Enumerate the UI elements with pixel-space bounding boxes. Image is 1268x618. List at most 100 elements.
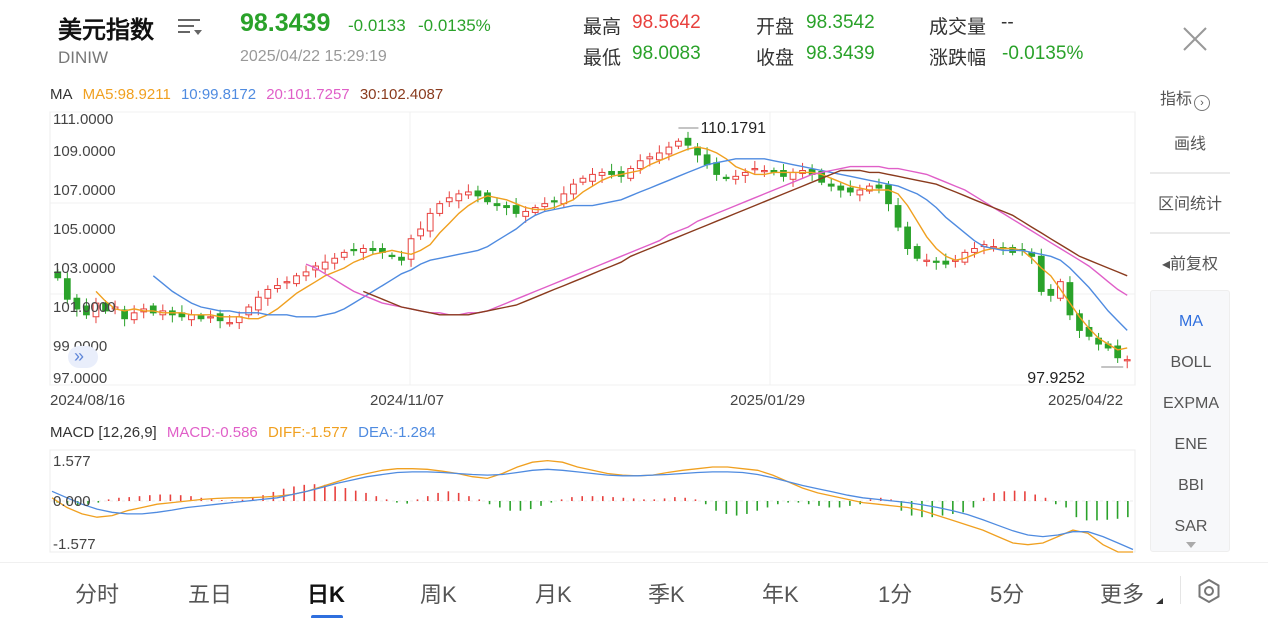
candle-body <box>197 315 205 320</box>
candle-body <box>445 197 453 203</box>
expand-handle-icon: » <box>74 346 84 366</box>
close-icon[interactable] <box>1180 24 1210 54</box>
interval-stats-button[interactable]: 区间统计 <box>1157 196 1222 213</box>
candle-body <box>465 191 472 196</box>
candle-body <box>636 160 644 170</box>
macd-y-tick: -1.577 <box>53 536 96 553</box>
close-value: 98.3439 <box>806 43 875 64</box>
x-tick-label: 2025/04/22 <box>1048 392 1123 409</box>
tab-weekly-k[interactable]: 周K <box>420 582 457 607</box>
candle-body <box>837 185 845 191</box>
candle-body <box>875 184 883 189</box>
indicator-expma[interactable]: EXPMA <box>1162 395 1219 412</box>
macd-y-tick: 0.000 <box>53 493 91 510</box>
candle-body <box>264 288 272 299</box>
side-divider <box>1150 172 1230 174</box>
macd-params: MACD [12,26,9] <box>50 424 157 441</box>
candle-body <box>971 248 978 253</box>
x-tick-label: 2024/11/07 <box>370 392 444 409</box>
settings-gear-icon[interactable] <box>1196 578 1222 604</box>
candle-body <box>436 203 444 214</box>
tab-1min[interactable]: 1分 <box>878 582 913 607</box>
forward-adjust-button[interactable]: ◂前复权 <box>1161 256 1219 273</box>
x-tick-label: 2025/01/29 <box>730 392 805 409</box>
y-tick-label: 103.0000 <box>53 260 116 277</box>
ma30-value: 30:102.4087 <box>359 86 444 103</box>
quote-header: 美元指数 DINIW 98.3439 -0.0133 -0.0135% 2025… <box>0 0 1268 76</box>
indicator-ma[interactable]: MA <box>1179 313 1203 330</box>
candle-body <box>789 171 797 180</box>
indicator-panel: MA BOLL EXPMA ENE BBI SAR <box>1150 290 1230 552</box>
high-value: 98.5642 <box>632 12 701 33</box>
tab-more[interactable]: 更多 <box>1100 582 1145 607</box>
candle-body <box>703 154 711 166</box>
candle-body <box>359 248 367 253</box>
candle-body <box>1076 313 1083 331</box>
close-label: 收盘 <box>756 48 795 69</box>
scroll-down-icon[interactable] <box>1185 541 1197 549</box>
candle-body <box>1066 282 1074 316</box>
macd-legend: MACD [12,26,9] MACD:-0.586 DIFF:-1.577 D… <box>50 424 442 441</box>
candle-body <box>293 275 300 285</box>
last-price: 98.3439 <box>240 9 331 37</box>
candle-body <box>388 254 396 258</box>
volume-label: 成交量 <box>929 17 987 38</box>
candle-body <box>474 190 482 197</box>
candle-body <box>493 203 501 207</box>
candle-body <box>846 187 854 193</box>
candle-body <box>92 302 100 318</box>
diff-value: DIFF:-1.577 <box>267 424 348 441</box>
indicator-bbi[interactable]: BBI <box>1178 477 1204 494</box>
tab-intraday[interactable]: 分时 <box>75 582 120 607</box>
candle-body <box>1037 255 1045 292</box>
candle-body <box>54 271 62 279</box>
tab-yearly-k[interactable]: 年K <box>762 582 799 607</box>
range-label: 涨跌幅 <box>929 48 987 69</box>
tab-five-day[interactable]: 五日 <box>188 582 233 607</box>
x-tick-label: 2024/08/16 <box>50 392 125 409</box>
indicator-boll[interactable]: BOLL <box>1170 354 1212 371</box>
candle-body <box>780 170 787 177</box>
low-label: 最低 <box>583 48 622 69</box>
price-change: -0.0133 <box>348 16 406 35</box>
candle-body <box>541 203 549 208</box>
candle-body <box>579 177 587 183</box>
candle-body <box>503 205 510 209</box>
ma-line-ma30 <box>363 169 1128 316</box>
draw-line-button[interactable]: 画线 <box>1173 136 1206 153</box>
candle-body <box>522 210 530 217</box>
candle-body <box>684 137 692 146</box>
y-tick-label: 105.0000 <box>53 221 116 238</box>
candle-body <box>369 248 377 251</box>
tab-5min[interactable]: 5分 <box>990 582 1025 607</box>
candle-body <box>665 146 673 155</box>
max-annotation: 110.1791 <box>700 120 766 137</box>
menu-list-icon[interactable] <box>176 14 204 38</box>
period-tabs: 分时 五日 日K 周K 月K 季K 年K 1分 5分 更多 <box>0 562 1268 618</box>
ma10-value: 10:99.8172 <box>180 86 257 103</box>
indicator-sar[interactable]: SAR <box>1174 518 1208 535</box>
candle-body <box>254 296 262 311</box>
y-tick-label: 107.0000 <box>53 182 116 199</box>
candle-body <box>274 285 281 289</box>
candle-body <box>550 200 558 203</box>
tab-separator <box>1180 576 1181 604</box>
indicator-button[interactable]: 指标 › <box>1160 85 1211 111</box>
macd-y-tick: 1.577 <box>53 453 91 470</box>
indicator-label: 指标 <box>1160 91 1193 108</box>
open-label: 开盘 <box>756 17 795 38</box>
kline-chart[interactable]: 111.0000 109.0000 107.0000 105.0000 103.0000… <box>0 0 1268 562</box>
candle-body <box>990 246 997 249</box>
candle-body <box>694 146 701 156</box>
candle-body <box>455 193 463 202</box>
candle-body <box>866 185 873 192</box>
candle-body <box>73 297 81 310</box>
tab-quarterly-k[interactable]: 季K <box>648 582 685 607</box>
candle-body <box>655 152 663 161</box>
indicator-ene[interactable]: ENE <box>1174 436 1208 453</box>
candle-body <box>856 189 864 196</box>
candle-body <box>350 248 358 252</box>
candle-body <box>932 260 940 263</box>
tab-monthly-k[interactable]: 月K <box>535 582 572 607</box>
tab-daily-k[interactable]: 日K <box>307 582 345 607</box>
